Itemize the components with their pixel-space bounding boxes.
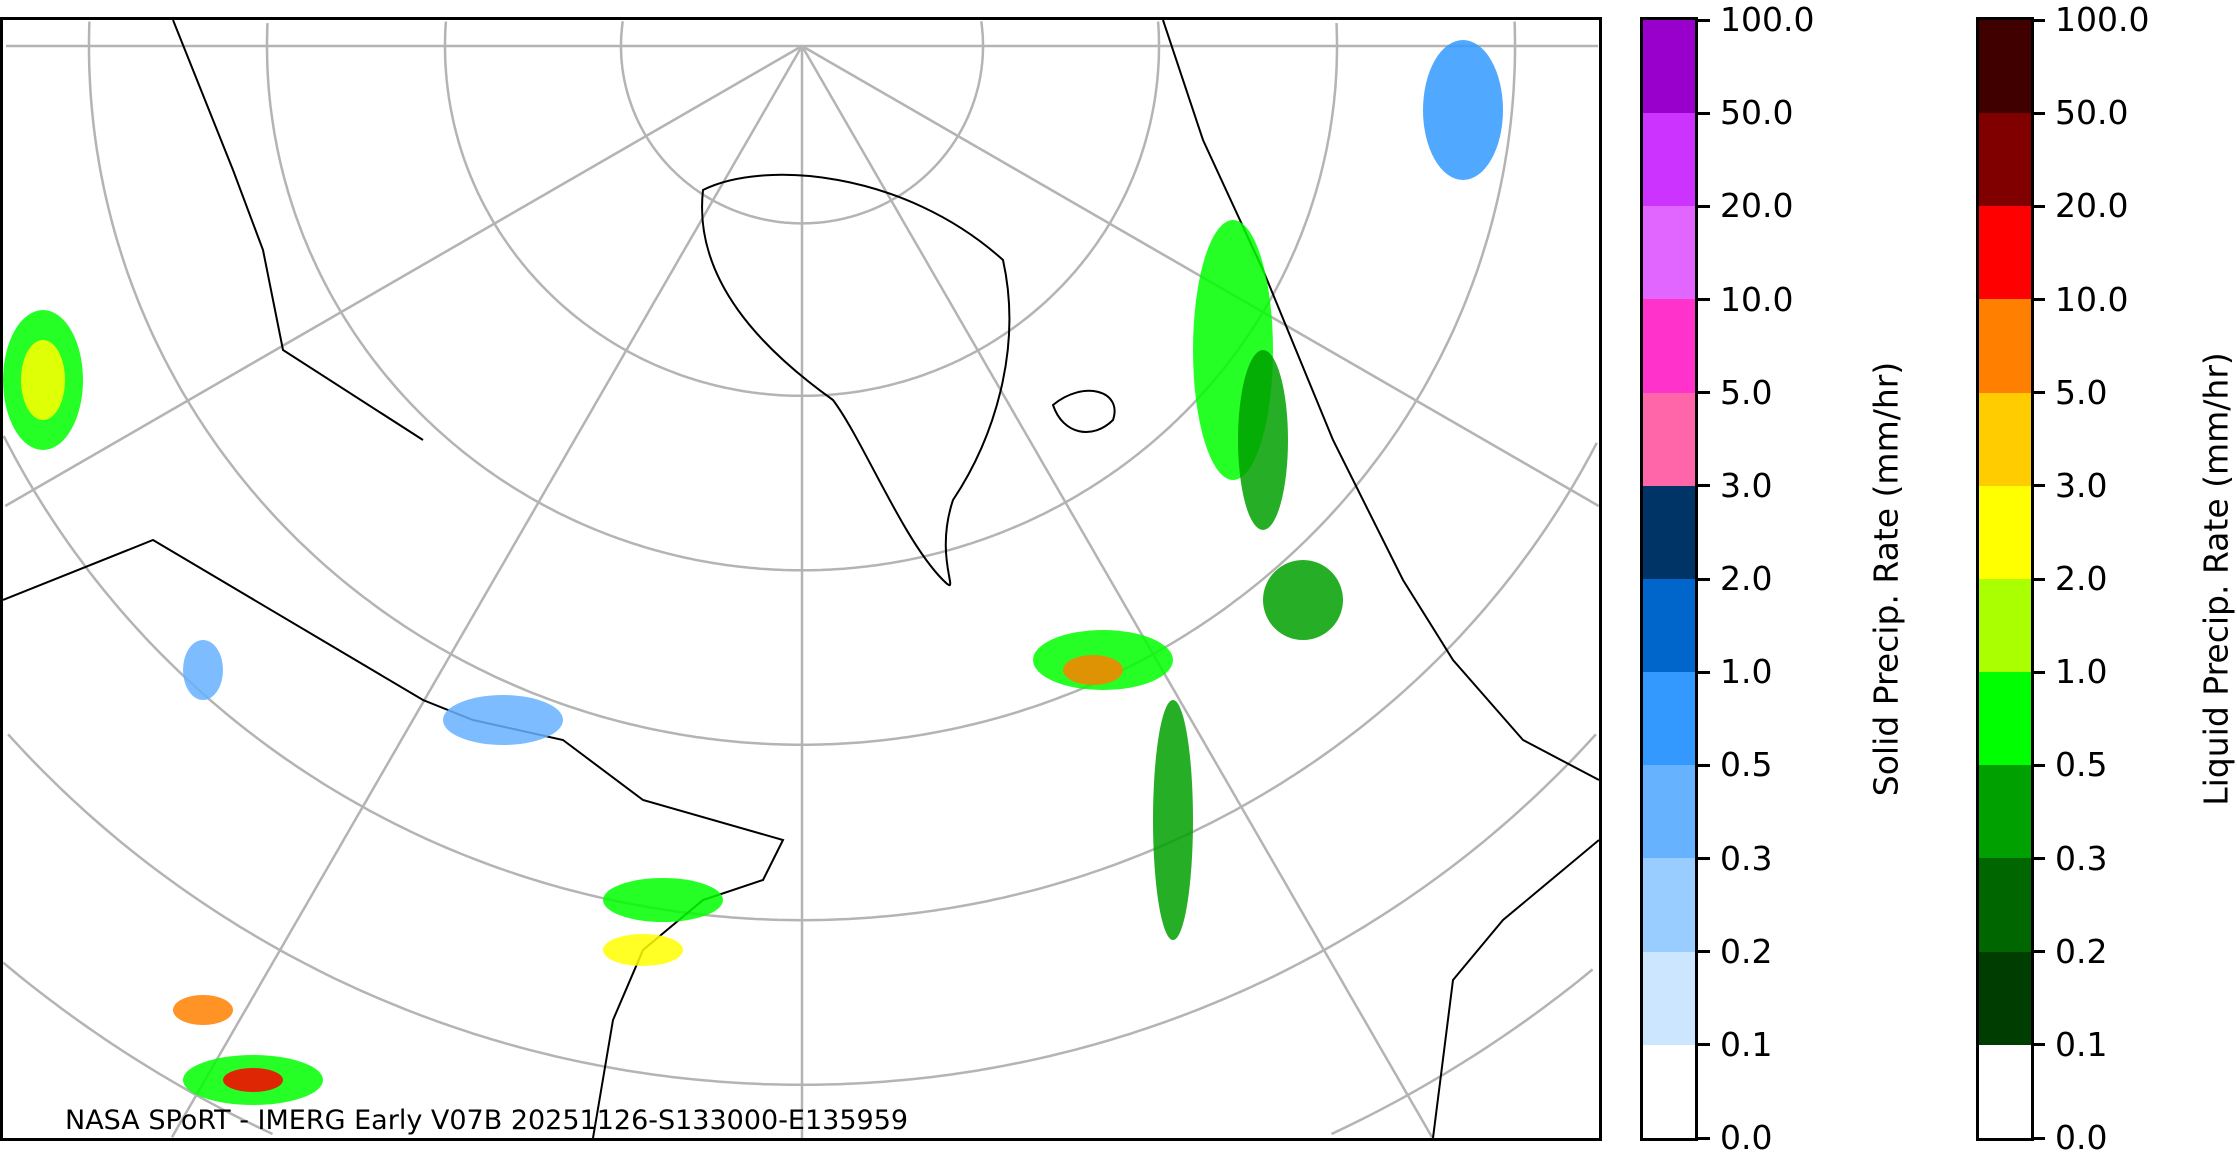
tick-label: 0.5 (1720, 745, 1773, 785)
colorbar-segment (1643, 951, 1695, 1045)
solid-precip-label: Solid Precip. Rate (mm/hr) (1866, 361, 1906, 797)
tick-label: 0.5 (2055, 745, 2108, 785)
tick-label: 0.1 (2055, 1024, 2108, 1064)
colorbar-segment (1979, 858, 2031, 952)
liquid-precip-colorbar (1976, 17, 2034, 1141)
tick-label: 50.0 (2055, 93, 2129, 133)
colorbar-segment (1979, 765, 2031, 859)
precip-area (603, 934, 683, 966)
tick-label: 0.3 (2055, 838, 2108, 878)
colorbar-segment (1979, 19, 2031, 114)
colorbar-segment (1643, 206, 1695, 300)
longitude-line (170, 45, 804, 1138)
precip-area (1153, 700, 1193, 940)
tick-label: 0.1 (1720, 1024, 1773, 1064)
precip-area (1423, 40, 1503, 180)
colorbar-segment (1979, 299, 2031, 393)
longitude-line (4, 44, 803, 508)
solid-precip-colorbar (1640, 17, 1698, 1141)
solid-precip-ticks: 0.0 0.1 0.2 0.3 0.5 1.0 2.0 3.0 5.0 10.0 20.0 50.0 1… (1698, 1, 1818, 1157)
map-canvas (3, 20, 1599, 1138)
latitude-line (3, 961, 1594, 1136)
tick-label: 2.0 (2055, 559, 2108, 598)
precip-area (443, 695, 563, 745)
tick-label: 0.2 (1720, 931, 1773, 971)
tick-label: 0.2 (2055, 931, 2108, 971)
precip-area (1063, 655, 1123, 685)
precip-area (223, 1068, 283, 1092)
tick-label: 10.0 (2055, 279, 2129, 319)
colorbar-segment (1979, 578, 2031, 673)
tick-label: 5.0 (2055, 372, 2108, 412)
longitude-line (800, 45, 1434, 1138)
colorbar-segment (1643, 299, 1695, 393)
tick-label: 100.0 (2055, 0, 2150, 39)
precip-area (21, 340, 65, 420)
tick-label: 0.3 (1720, 838, 1773, 878)
colorbar-segment (1643, 19, 1695, 114)
precip-area (1238, 350, 1288, 530)
canada-border (172, 20, 424, 441)
tick-label: 1.0 (1720, 652, 1773, 692)
colorbar-segment (1643, 858, 1695, 952)
tick-label: 5.0 (1720, 372, 1773, 412)
iceland-outline (1051, 389, 1116, 433)
precip-area (173, 995, 233, 1025)
tick-label: 2.0 (1720, 559, 1773, 598)
colorbar-segment (1643, 1044, 1695, 1138)
colorbar-segment (1979, 1044, 2031, 1138)
colorbar-segment (1979, 392, 2031, 486)
tick-label: 0.0 (1720, 1118, 1773, 1157)
greenland-outline (701, 173, 1011, 587)
latitude-line (87, 21, 1517, 746)
tick-label: 0.0 (2055, 1118, 2108, 1157)
europe-coast (1162, 20, 1599, 781)
colorbar-segment (1979, 206, 2031, 300)
precip-area (1263, 560, 1343, 640)
colorbar-segment (1643, 765, 1695, 859)
africa-coast (1432, 839, 1599, 1138)
tick-label: 3.0 (1720, 465, 1773, 505)
tick-label: 1.0 (2055, 652, 2108, 692)
colorbar-segment (1643, 578, 1695, 673)
tick-label: 20.0 (1720, 186, 1794, 226)
liquid-precip-label: Liquid Precip. Rate (mm/hr) (2196, 352, 2236, 806)
colorbar-segment (1643, 113, 1695, 207)
colorbar-segment (1643, 672, 1695, 766)
precip-area (603, 878, 723, 922)
tick-label: 50.0 (1720, 93, 1794, 133)
tick-label: 10.0 (1720, 279, 1794, 319)
colorbar-segment (1979, 951, 2031, 1045)
tick-label: 20.0 (2055, 186, 2129, 226)
precip-area (183, 640, 223, 700)
colorbar-segment (1643, 485, 1695, 579)
precipitation-map: NASA SPoRT - IMERG Early V07B 20251126-S… (0, 17, 1602, 1141)
tick-label: 3.0 (2055, 465, 2108, 505)
latitude-line (619, 21, 985, 225)
colorbar-segment (1979, 113, 2031, 207)
colorbar-segment (1979, 672, 2031, 766)
tick-label: 100.0 (1720, 0, 1815, 39)
liquid-precip-ticks: 0.0 0.1 0.2 0.3 0.5 1.0 2.0 3.0 5.0 10.0 20.0 50.0 1… (2033, 1, 2153, 1157)
colorbar-segment (1979, 485, 2031, 579)
map-caption: NASA SPoRT - IMERG Early V07B 20251126-S… (65, 1105, 909, 1136)
latitude-line (3, 435, 1598, 922)
colorbar-segment (1643, 392, 1695, 486)
